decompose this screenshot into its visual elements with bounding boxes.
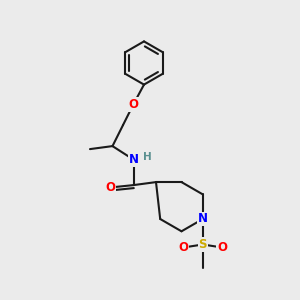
Text: H: H: [143, 152, 152, 162]
Text: S: S: [199, 238, 207, 251]
Text: O: O: [128, 98, 139, 111]
Text: O: O: [178, 241, 188, 254]
Text: O: O: [105, 181, 115, 194]
Text: N: N: [128, 153, 139, 166]
Text: O: O: [217, 241, 227, 254]
Text: N: N: [198, 212, 208, 226]
